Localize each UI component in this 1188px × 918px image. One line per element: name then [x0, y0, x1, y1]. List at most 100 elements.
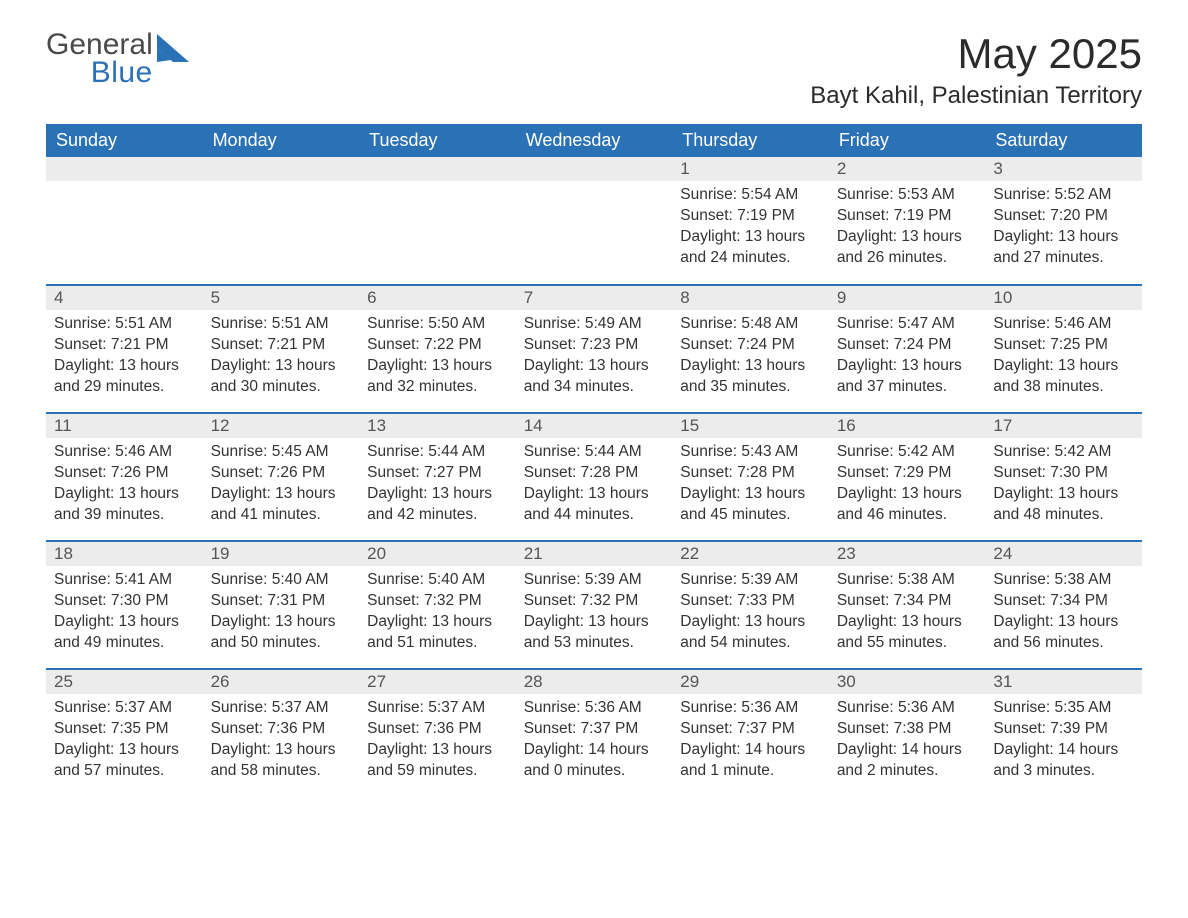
- daylight-line: Daylight: 13 hours and 50 minutes.: [211, 612, 352, 654]
- calendar-cell: 6Sunrise: 5:50 AMSunset: 7:22 PMDaylight…: [359, 285, 516, 413]
- day-number: [359, 157, 516, 181]
- sunset-line: Sunset: 7:37 PM: [680, 719, 821, 740]
- day-details: [359, 181, 516, 193]
- sunrise-line: Sunrise: 5:39 AM: [524, 570, 665, 591]
- day-number: 15: [672, 414, 829, 438]
- calendar-cell: 21Sunrise: 5:39 AMSunset: 7:32 PMDayligh…: [516, 541, 673, 669]
- day-details: Sunrise: 5:37 AMSunset: 7:36 PMDaylight:…: [359, 694, 516, 790]
- calendar-cell: 13Sunrise: 5:44 AMSunset: 7:27 PMDayligh…: [359, 413, 516, 541]
- day-details: Sunrise: 5:51 AMSunset: 7:21 PMDaylight:…: [203, 310, 360, 406]
- calendar-cell: 29Sunrise: 5:36 AMSunset: 7:37 PMDayligh…: [672, 669, 829, 797]
- logo-word-2: Blue: [91, 56, 153, 90]
- calendar-cell: 27Sunrise: 5:37 AMSunset: 7:36 PMDayligh…: [359, 669, 516, 797]
- calendar-table: SundayMondayTuesdayWednesdayThursdayFrid…: [46, 124, 1142, 797]
- calendar-week-row: 11Sunrise: 5:46 AMSunset: 7:26 PMDayligh…: [46, 413, 1142, 541]
- calendar-cell: [359, 157, 516, 285]
- calendar-cell: 8Sunrise: 5:48 AMSunset: 7:24 PMDaylight…: [672, 285, 829, 413]
- day-number: 14: [516, 414, 673, 438]
- day-details: Sunrise: 5:36 AMSunset: 7:37 PMDaylight:…: [516, 694, 673, 790]
- day-number: 25: [46, 670, 203, 694]
- sunset-line: Sunset: 7:38 PM: [837, 719, 978, 740]
- calendar-week-row: 4Sunrise: 5:51 AMSunset: 7:21 PMDaylight…: [46, 285, 1142, 413]
- location-subtitle: Bayt Kahil, Palestinian Territory: [810, 82, 1142, 110]
- sunset-line: Sunset: 7:31 PM: [211, 591, 352, 612]
- day-details: Sunrise: 5:36 AMSunset: 7:37 PMDaylight:…: [672, 694, 829, 790]
- day-details: Sunrise: 5:46 AMSunset: 7:26 PMDaylight:…: [46, 438, 203, 534]
- daylight-line: Daylight: 14 hours and 0 minutes.: [524, 740, 665, 782]
- calendar-cell: 17 Sunrise: 5:42 AMSunset: 7:30 PMDayligh…: [985, 413, 1142, 541]
- sunrise-line: Sunrise: 5:43 AM: [680, 442, 821, 463]
- day-number: 22: [672, 542, 829, 566]
- daylight-line: Daylight: 13 hours and 54 minutes.: [680, 612, 821, 654]
- day-details: Sunrise: 5:38 AMSunset: 7:34 PMDaylight:…: [829, 566, 986, 662]
- sunset-line: Sunset: 7:30 PM: [54, 591, 195, 612]
- day-number: 2: [829, 157, 986, 181]
- day-details: Sunrise: 5:54 AMSunset: 7:19 PMDaylight:…: [672, 181, 829, 277]
- calendar-cell: 14Sunrise: 5:44 AMSunset: 7:28 PMDayligh…: [516, 413, 673, 541]
- calendar-cell: 9Sunrise: 5:47 AMSunset: 7:24 PMDaylight…: [829, 285, 986, 413]
- sunrise-line: Sunrise: 5:39 AM: [680, 570, 821, 591]
- sunrise-line: Sunrise: 5:42 AM: [837, 442, 978, 463]
- day-number: 10: [985, 286, 1142, 310]
- day-details: Sunrise: 5:44 AMSunset: 7:28 PMDaylight:…: [516, 438, 673, 534]
- day-number: 4: [46, 286, 203, 310]
- daylight-line: Daylight: 13 hours and 39 minutes.: [54, 484, 195, 526]
- logo-flag-icon: [157, 34, 189, 62]
- calendar-cell: 19Sunrise: 5:40 AMSunset: 7:31 PMDayligh…: [203, 541, 360, 669]
- daylight-line: Daylight: 14 hours and 2 minutes.: [837, 740, 978, 782]
- sunset-line: Sunset: 7:29 PM: [837, 463, 978, 484]
- calendar-cell: 16Sunrise: 5:42 AMSunset: 7:29 PMDayligh…: [829, 413, 986, 541]
- day-details: Sunrise: 5:35 AMSunset: 7:39 PMDaylight:…: [985, 694, 1142, 790]
- day-number: 9: [829, 286, 986, 310]
- day-number: 17: [985, 414, 1142, 438]
- day-number: 30: [829, 670, 986, 694]
- month-title: May 2025: [810, 30, 1142, 78]
- day-number: [203, 157, 360, 181]
- sunset-line: Sunset: 7:24 PM: [837, 335, 978, 356]
- sunrise-line: Sunrise: 5:42 AM: [993, 442, 1134, 463]
- daylight-line: Daylight: 13 hours and 58 minutes.: [211, 740, 352, 782]
- day-number: 23: [829, 542, 986, 566]
- sunset-line: Sunset: 7:23 PM: [524, 335, 665, 356]
- day-number: 27: [359, 670, 516, 694]
- day-number: 29: [672, 670, 829, 694]
- day-details: [516, 181, 673, 193]
- daylight-line: Daylight: 13 hours and 27 minutes.: [993, 227, 1134, 269]
- day-details: Sunrise: 5:39 AMSunset: 7:33 PMDaylight:…: [672, 566, 829, 662]
- sunrise-line: Sunrise: 5:38 AM: [837, 570, 978, 591]
- day-details: Sunrise: 5:37 AMSunset: 7:35 PMDaylight:…: [46, 694, 203, 790]
- day-number: 12: [203, 414, 360, 438]
- sunrise-line: Sunrise: 5:36 AM: [837, 698, 978, 719]
- sunrise-line: Sunrise: 5:51 AM: [211, 314, 352, 335]
- calendar-cell: 2Sunrise: 5:53 AMSunset: 7:19 PMDaylight…: [829, 157, 986, 285]
- calendar-cell: 31Sunrise: 5:35 AMSunset: 7:39 PMDayligh…: [985, 669, 1142, 797]
- daylight-line: Daylight: 13 hours and 45 minutes.: [680, 484, 821, 526]
- weekday-header: Sunday: [46, 124, 203, 157]
- daylight-line: Daylight: 13 hours and 59 minutes.: [367, 740, 508, 782]
- day-number: 18: [46, 542, 203, 566]
- weekday-header: Saturday: [985, 124, 1142, 157]
- logo: General Blue: [46, 30, 189, 90]
- day-number: 5: [203, 286, 360, 310]
- calendar-cell: 30 Sunrise: 5:36 AMSunset: 7:38 PMDayligh…: [829, 669, 986, 797]
- calendar-cell: 3Sunrise: 5:52 AMSunset: 7:20 PMDaylight…: [985, 157, 1142, 285]
- daylight-line: Daylight: 13 hours and 48 minutes.: [993, 484, 1134, 526]
- sunset-line: Sunset: 7:34 PM: [837, 591, 978, 612]
- sunrise-line: Sunrise: 5:47 AM: [837, 314, 978, 335]
- sunset-line: Sunset: 7:21 PM: [211, 335, 352, 356]
- sunset-line: Sunset: 7:26 PM: [211, 463, 352, 484]
- day-details: Sunrise: 5:52 AMSunset: 7:20 PMDaylight:…: [985, 181, 1142, 277]
- sunset-line: Sunset: 7:35 PM: [54, 719, 195, 740]
- calendar-week-row: 25Sunrise: 5:37 AMSunset: 7:35 PMDayligh…: [46, 669, 1142, 797]
- sunrise-line: Sunrise: 5:36 AM: [680, 698, 821, 719]
- calendar-week-row: 18Sunrise: 5:41 AMSunset: 7:30 PMDayligh…: [46, 541, 1142, 669]
- daylight-line: Daylight: 13 hours and 34 minutes.: [524, 356, 665, 398]
- sunrise-line: Sunrise: 5:38 AM: [993, 570, 1134, 591]
- calendar-cell: 10Sunrise: 5:46 AMSunset: 7:25 PMDayligh…: [985, 285, 1142, 413]
- calendar-cell: 11Sunrise: 5:46 AMSunset: 7:26 PMDayligh…: [46, 413, 203, 541]
- sunset-line: Sunset: 7:30 PM: [993, 463, 1134, 484]
- calendar-cell: 18Sunrise: 5:41 AMSunset: 7:30 PMDayligh…: [46, 541, 203, 669]
- daylight-line: Daylight: 13 hours and 29 minutes.: [54, 356, 195, 398]
- sunrise-line: Sunrise: 5:40 AM: [211, 570, 352, 591]
- day-number: [46, 157, 203, 181]
